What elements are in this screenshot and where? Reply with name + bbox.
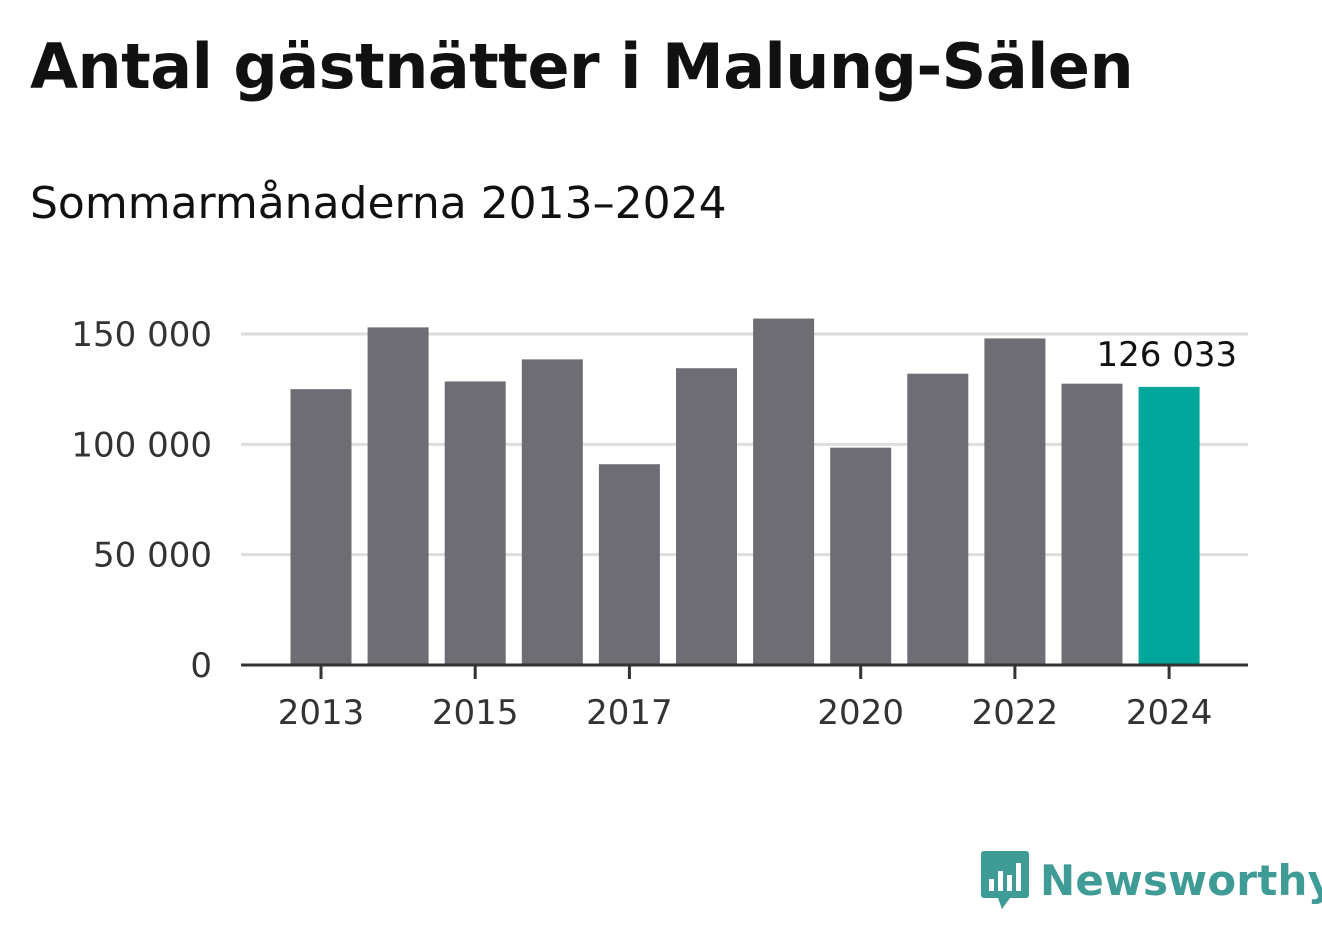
bar: [830, 447, 892, 665]
x-tick-label: 2017: [586, 693, 673, 733]
y-tick-label: 150 000: [71, 315, 212, 355]
x-tick-label: 2022: [972, 693, 1059, 733]
bar-highlighted: [1138, 386, 1200, 665]
x-tick-label: 2024: [1126, 693, 1213, 733]
bar: [444, 381, 506, 665]
x-tick-label: 2015: [432, 693, 519, 733]
bar: [676, 368, 737, 665]
chart-title: Antal gästnätter i Malung-Sälen: [30, 30, 1134, 103]
bar: [521, 359, 583, 665]
x-tick-label: 2020: [817, 693, 904, 733]
bar: [1061, 383, 1123, 665]
data-labels: 126 033: [1096, 335, 1237, 375]
bar: [907, 373, 969, 665]
y-axis-ticks: 0 50 000 100 000 150 000: [71, 315, 212, 686]
x-tick-label: 2013: [278, 693, 365, 733]
y-tick-label: 50 000: [93, 536, 212, 576]
bar: [367, 327, 429, 665]
newsworthy-logo-icon: [981, 851, 1029, 909]
newsworthy-logo: Newsworthy: [980, 848, 1322, 912]
y-tick-label: 100 000: [71, 425, 212, 465]
data-label: 126 033: [1096, 335, 1237, 375]
bar: [598, 464, 660, 665]
bar: [753, 318, 815, 665]
x-axis-ticks: 2013 2015 2017 2020 2022 2024: [278, 665, 1213, 733]
y-tick-label: 0: [190, 646, 212, 686]
chart-subtitle: Sommarmånaderna 2013–2024: [30, 178, 727, 229]
bars: [290, 318, 1200, 665]
bar: [290, 389, 352, 665]
brand-name: Newsworthy: [1040, 855, 1322, 905]
bar: [984, 338, 1046, 665]
